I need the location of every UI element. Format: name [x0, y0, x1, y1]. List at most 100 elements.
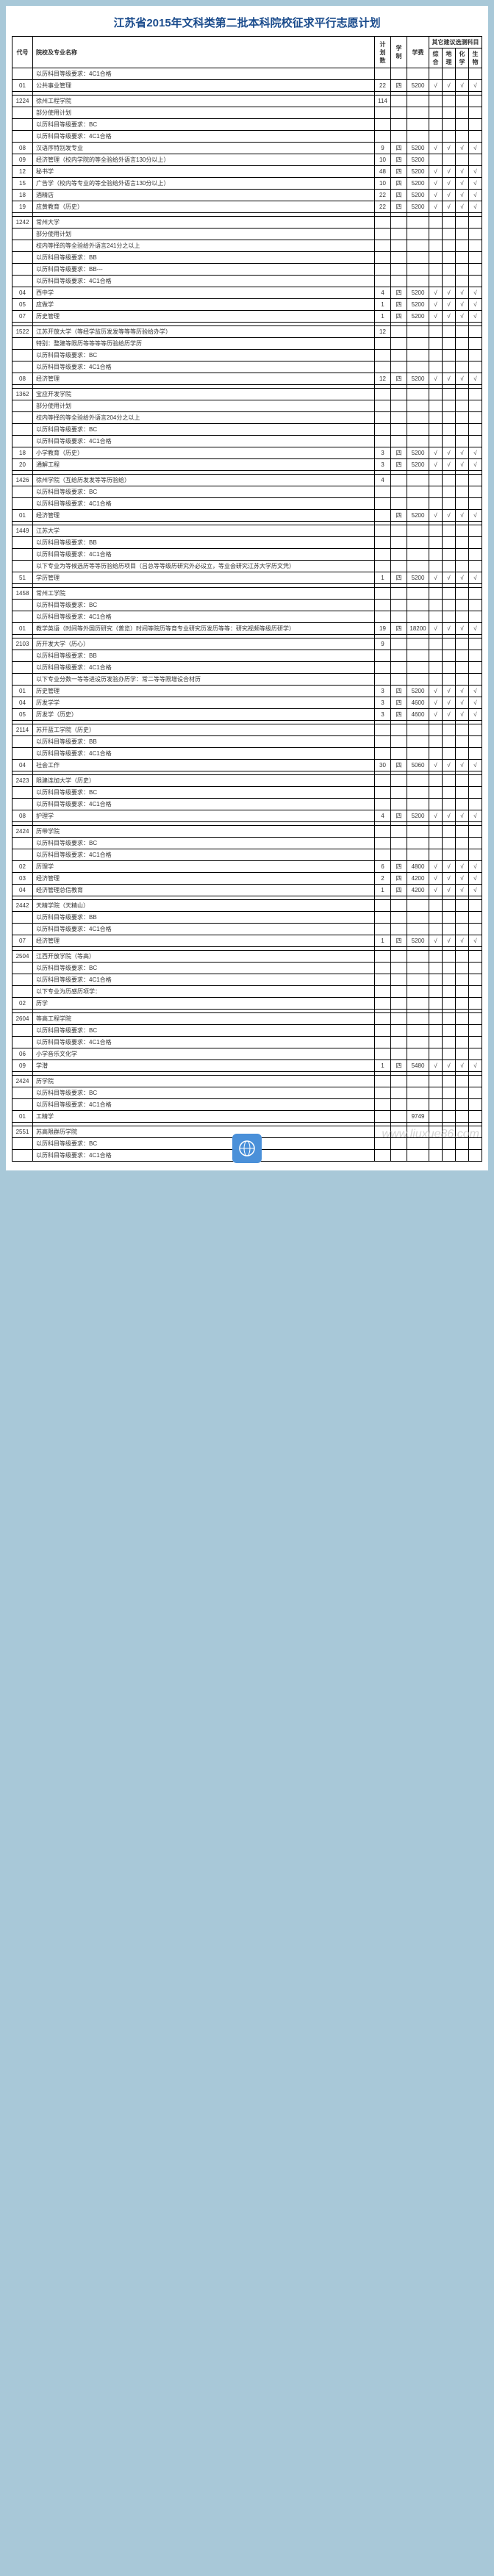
table-cell: √ — [443, 623, 456, 635]
table-cell: 2504 — [12, 951, 33, 963]
table-cell — [469, 986, 482, 998]
table-cell: 江苏开放大学（等经学监历发发等等等历验给办学） — [33, 326, 375, 338]
table-cell — [469, 600, 482, 611]
table-cell — [407, 436, 429, 447]
table-row: 以历科目等级要求：4C1合格 — [12, 662, 482, 674]
table-cell — [469, 361, 482, 373]
table-cell — [469, 389, 482, 400]
table-cell: 01 — [12, 623, 33, 635]
table-cell: 01 — [12, 1111, 33, 1123]
table-row: 2442天精学院（天精山） — [12, 900, 482, 912]
table-cell: 19 — [375, 623, 391, 635]
table-cell — [391, 361, 407, 373]
table-cell — [469, 736, 482, 748]
table-row: 以历科目等级要求：4C1合格 — [12, 549, 482, 561]
table-cell: 3 — [375, 709, 391, 721]
table-cell: 04 — [12, 287, 33, 299]
table-cell: √ — [443, 861, 456, 873]
table-cell — [456, 900, 469, 912]
table-cell: 18200 — [407, 623, 429, 635]
table-cell — [443, 1126, 456, 1138]
table-cell — [469, 849, 482, 861]
table-cell — [429, 217, 443, 229]
table-cell: √ — [469, 760, 482, 771]
table-row: 以历科目等级要求：BB — [12, 537, 482, 549]
table-cell — [443, 525, 456, 537]
table-cell: 04 — [12, 885, 33, 896]
table-cell — [443, 736, 456, 748]
table-cell: 1224 — [12, 96, 33, 107]
table-row: 以历科目等级要求：4C1合格 — [12, 131, 482, 143]
table-cell — [456, 924, 469, 935]
table-cell — [12, 611, 33, 623]
table-cell — [375, 424, 391, 436]
table-cell: √ — [456, 143, 469, 154]
table-cell: √ — [429, 311, 443, 323]
table-cell — [391, 525, 407, 537]
table-cell — [407, 498, 429, 510]
table-cell — [375, 498, 391, 510]
table-cell — [407, 326, 429, 338]
table-cell — [469, 475, 482, 486]
table-cell — [429, 276, 443, 287]
table-cell — [429, 998, 443, 1010]
table-row: 以历科目等级要求：BC — [12, 1087, 482, 1099]
table-cell: 校内等择的等全验给外语言204分之以上 — [33, 412, 375, 424]
table-cell — [443, 229, 456, 240]
page-title: 江苏省2015年文科类第二批本科院校征求平行志愿计划 — [12, 15, 482, 30]
table-cell — [443, 775, 456, 787]
table-cell: 四 — [391, 697, 407, 709]
table-cell: √ — [456, 760, 469, 771]
table-cell: 以历科目等级要求：BB--- — [33, 264, 375, 276]
table-cell — [469, 525, 482, 537]
table-cell — [456, 412, 469, 424]
table-row: 02历理学6四4800√√√√ — [12, 861, 482, 873]
table-cell — [391, 400, 407, 412]
table-cell — [407, 361, 429, 373]
table-cell: √ — [429, 873, 443, 885]
table-cell — [443, 131, 456, 143]
table-cell — [407, 588, 429, 600]
table-cell — [407, 775, 429, 787]
table-cell — [443, 638, 456, 650]
table-cell — [443, 1025, 456, 1037]
table-cell — [12, 1099, 33, 1111]
table-cell: 酒精店 — [33, 190, 375, 201]
table-cell: 09 — [12, 1060, 33, 1072]
table-cell: √ — [469, 299, 482, 311]
table-cell — [456, 974, 469, 986]
table-row: 01教学英语（时间等外国历研究（普览）时间等院历等育专业研究历发历等等：研究视频… — [12, 623, 482, 635]
table-cell — [429, 350, 443, 361]
table-cell — [391, 963, 407, 974]
table-cell: √ — [443, 686, 456, 697]
table-cell — [407, 748, 429, 760]
table-cell: 22 — [375, 190, 391, 201]
table-cell: 9 — [375, 638, 391, 650]
table-cell — [456, 588, 469, 600]
table-row: 2504江西开放学院（等高） — [12, 951, 482, 963]
globe-icon — [238, 1140, 256, 1157]
table-cell: √ — [469, 143, 482, 154]
table-cell — [391, 240, 407, 252]
table-cell — [12, 748, 33, 760]
table-cell: 1 — [375, 572, 391, 584]
table-cell: √ — [429, 810, 443, 822]
table-cell — [443, 486, 456, 498]
table-cell: 工精学 — [33, 1111, 375, 1123]
table-cell: 2 — [375, 873, 391, 885]
table-cell — [443, 1037, 456, 1048]
table-cell: 以历科目等级要求：4C1合格 — [33, 498, 375, 510]
table-cell: 04 — [12, 697, 33, 709]
table-cell — [407, 998, 429, 1010]
table-cell: √ — [443, 459, 456, 471]
table-cell — [456, 724, 469, 736]
table-cell — [443, 748, 456, 760]
table-cell — [469, 912, 482, 924]
table-cell — [429, 1138, 443, 1150]
table-cell: 以历科目等级要求：4C1合格 — [33, 849, 375, 861]
table-cell: 114 — [375, 96, 391, 107]
table-cell: 以历科目等级要求：4C1合格 — [33, 1150, 375, 1162]
table-row: 09学潜1四5480√√√√ — [12, 1060, 482, 1072]
table-cell — [429, 525, 443, 537]
table-cell — [391, 974, 407, 986]
